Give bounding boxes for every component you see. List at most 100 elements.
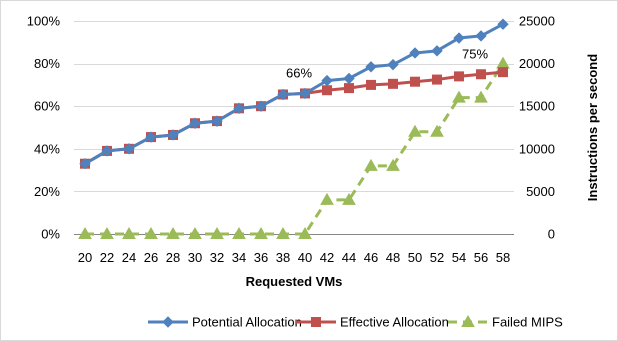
series: [78, 18, 510, 239]
data-point: [431, 45, 443, 57]
data-point: [343, 72, 355, 85]
data-point: [122, 226, 136, 239]
data-point: [452, 90, 466, 103]
data-point: [410, 76, 420, 87]
legend-item-potential-allocation: Potential Allocation: [148, 315, 302, 330]
data-point: [298, 226, 312, 239]
right-tick-label: 25000: [519, 14, 555, 29]
x-tick-label: 28: [166, 250, 180, 265]
legend-label: Failed MIPS: [492, 315, 563, 330]
data-point: [475, 30, 487, 42]
data-point: [188, 226, 202, 239]
right-tick-label: 20000: [519, 56, 555, 71]
legend-marker: [162, 316, 174, 328]
data-point: [430, 124, 444, 137]
data-point: [78, 226, 92, 239]
data-point: [432, 74, 442, 85]
x-tick-label: 40: [298, 250, 312, 265]
data-point: [232, 226, 246, 239]
x-tick-label: 36: [254, 250, 268, 265]
left-tick-label: 100%: [27, 14, 61, 29]
x-tick-label: 32: [210, 250, 224, 265]
data-point: [276, 226, 290, 239]
right-tick-label: 15000: [519, 99, 555, 114]
data-point: [342, 192, 356, 205]
data-point: [365, 61, 377, 73]
x-tick-label: 24: [122, 250, 136, 265]
data-point: [167, 129, 179, 141]
data-point: [166, 226, 180, 239]
data-label: 66%: [286, 65, 312, 80]
legend: Potential Allocation Effective Allocation…: [148, 315, 563, 330]
data-point: [101, 145, 113, 157]
data-point: [145, 131, 157, 143]
data-point: [210, 226, 224, 239]
data-point: [211, 115, 223, 127]
x-tick-label: 20: [78, 250, 92, 265]
data-point: [454, 71, 464, 82]
x-axis-title: Requested VMs: [246, 274, 343, 289]
data-point: [498, 67, 508, 78]
x-tick-label: 54: [452, 250, 466, 265]
data-point: [189, 117, 201, 129]
x-tick-label: 48: [386, 250, 400, 265]
right-tick-label: 5000: [526, 184, 555, 199]
data-point: [255, 100, 267, 112]
legend-item-failed-mips: Failed MIPS: [448, 315, 563, 330]
x-tick-label: 44: [342, 250, 356, 265]
data-point: [79, 158, 91, 170]
left-tick-label: 60%: [34, 99, 60, 114]
data-point: [388, 78, 398, 89]
data-point: [299, 87, 311, 100]
data-point: [320, 192, 334, 205]
data-point: [408, 124, 422, 137]
x-tick-label: 26: [144, 250, 158, 265]
x-tick-label: 30: [188, 250, 202, 265]
legend-label: Potential Allocation: [192, 315, 302, 330]
data-point: [476, 69, 486, 80]
left-tick-label: 40%: [34, 141, 60, 156]
x-tick-label: 46: [364, 250, 378, 265]
data-point: [474, 90, 488, 103]
data-point: [100, 226, 114, 239]
data-point: [409, 47, 421, 59]
x-tick-label: 52: [430, 250, 444, 265]
right-tick-label: 0: [548, 227, 555, 242]
left-tick-label: 20%: [34, 184, 60, 199]
x-tick-label: 42: [320, 250, 334, 265]
x-tick-label: 34: [232, 250, 246, 265]
data-point: [344, 83, 354, 94]
series-potential-allocation: [79, 18, 509, 170]
legend-marker: [311, 317, 321, 327]
data-point: [277, 88, 289, 101]
data-point: [453, 32, 465, 44]
x-tick-label: 58: [496, 250, 510, 265]
legend-label: Effective Allocation: [340, 315, 449, 330]
series-failed-mips: [78, 56, 510, 239]
gridlines: [74, 21, 514, 192]
data-point: [233, 102, 245, 115]
right-tick-label: 10000: [519, 141, 555, 156]
left-tick-label: 80%: [34, 56, 60, 71]
data-point: [254, 226, 268, 239]
data-point: [497, 18, 509, 30]
data-point: [123, 143, 135, 155]
legend-item-effective-allocation: Effective Allocation: [296, 315, 449, 330]
data-label: 75%: [462, 46, 488, 61]
data-point: [364, 158, 378, 171]
left-tick-label: 0%: [41, 227, 60, 242]
legend-marker: [461, 314, 475, 327]
data-point: [386, 158, 400, 171]
right-axis-title: Instructions per second: [585, 54, 600, 201]
data-point: [321, 74, 333, 87]
x-tick-label: 50: [408, 250, 422, 265]
data-point: [144, 226, 158, 239]
x-tick-label: 38: [276, 250, 290, 265]
x-tick-label: 56: [474, 250, 488, 265]
data-point: [387, 58, 399, 71]
data-point: [366, 79, 376, 90]
x-tick-label: 22: [100, 250, 114, 265]
